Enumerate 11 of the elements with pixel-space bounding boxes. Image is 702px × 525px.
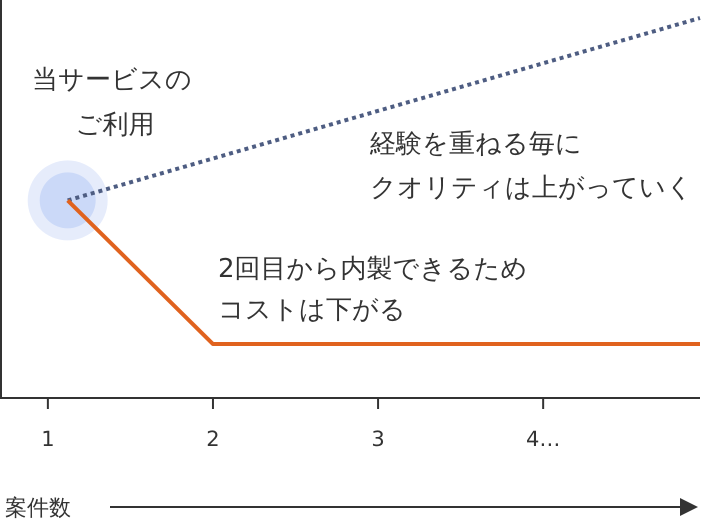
annotation: 2回目から内製できるため: [218, 254, 528, 284]
x-tick-label: 1: [41, 427, 55, 451]
annotation: ご利用: [76, 110, 154, 140]
x-tick-label: 2: [206, 427, 220, 451]
annotation: クオリティは上がっていく: [370, 173, 693, 203]
x-axis-title: 案件数: [5, 496, 71, 521]
annotation: 当サービスの: [32, 65, 192, 95]
annotation: 経験を重ねる毎に: [369, 129, 582, 159]
x-tick-label: 3: [371, 427, 385, 451]
annotation: コストは下がる: [218, 295, 406, 325]
x-tick-label: 4…: [526, 427, 560, 451]
